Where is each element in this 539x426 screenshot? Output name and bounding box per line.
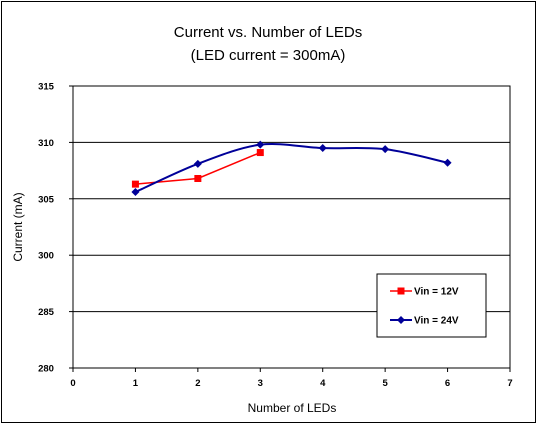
plot-area xyxy=(72,85,511,369)
series-group xyxy=(131,140,452,197)
chart-title: Current vs. Number of LEDs xyxy=(174,24,362,41)
series-1-point-3 xyxy=(318,144,327,153)
legend-marker-12v xyxy=(397,287,405,295)
series-1-point-2 xyxy=(256,140,265,149)
series-0-point-2 xyxy=(256,149,264,157)
legend-box xyxy=(376,273,487,338)
y-axis-label: Current (mA) xyxy=(11,192,25,261)
x-tick-label-5: 5 xyxy=(382,378,388,389)
x-axis-label: Number of LEDs xyxy=(248,401,337,415)
series-0-point-1 xyxy=(194,174,202,182)
y-tick-label-1: 285 xyxy=(38,307,55,318)
x-tick-label-3: 3 xyxy=(258,378,263,389)
x-tick-label-7: 7 xyxy=(507,378,512,389)
series-0-point-0 xyxy=(131,180,139,188)
series-1-point-5 xyxy=(443,158,452,167)
series-line-1 xyxy=(135,143,448,193)
y-tick-label-3: 305 xyxy=(38,194,55,205)
y-tick-label-4: 310 xyxy=(38,138,54,149)
x-tick-label-0: 0 xyxy=(70,378,75,389)
legend-marker-24v xyxy=(397,316,405,324)
x-tick-label-6: 6 xyxy=(445,378,450,389)
legend-label-24v: Vin = 24V xyxy=(414,316,459,327)
x-axis-ticks: 0 1 2 3 4 5 6 7 xyxy=(70,368,513,389)
chart-subtitle: (LED current = 300mA) xyxy=(191,47,346,64)
series-1-point-1 xyxy=(193,159,202,168)
y-tick-label-0: 280 xyxy=(38,364,54,375)
x-tick-label-4: 4 xyxy=(320,378,326,389)
x-tick-label-2: 2 xyxy=(195,378,200,389)
series-1-point-0 xyxy=(131,188,140,197)
series-1-point-4 xyxy=(381,145,390,154)
legend: Vin = 12V Vin = 24V xyxy=(376,273,487,338)
y-tick-label-2: 300 xyxy=(38,251,54,262)
y-axis-ticks: 280 285 300 305 310 315 xyxy=(38,82,73,375)
legend-label-12v: Vin = 12V xyxy=(414,287,459,298)
y-tick-label-5: 315 xyxy=(38,82,55,93)
x-tick-label-1: 1 xyxy=(133,378,139,389)
